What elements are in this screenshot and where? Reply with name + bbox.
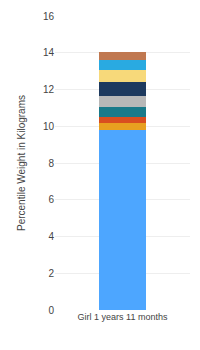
svg-text:Percentile Weight in Kilograms: Percentile Weight in Kilograms	[16, 95, 27, 231]
svg-text:16: 16	[43, 11, 55, 22]
svg-text:2: 2	[48, 268, 54, 279]
svg-text:12: 12	[43, 84, 55, 95]
svg-text:10: 10	[43, 121, 55, 132]
svg-text:0: 0	[48, 305, 54, 316]
svg-text:14: 14	[43, 47, 55, 58]
svg-text:Girl 1 years 11 months: Girl 1 years 11 months	[78, 312, 168, 322]
svg-text:8: 8	[48, 158, 54, 169]
svg-text:4: 4	[48, 231, 54, 242]
svg-text:6: 6	[48, 194, 54, 205]
